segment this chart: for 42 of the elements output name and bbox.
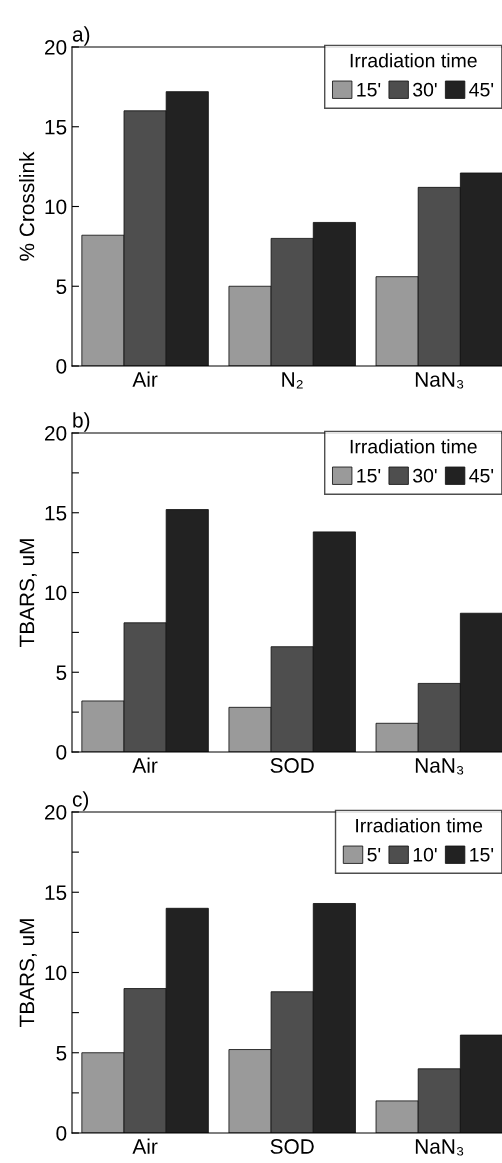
legend-label: 45' xyxy=(469,469,494,483)
chart-title: c) xyxy=(72,791,89,811)
legend-label: 30' xyxy=(413,468,437,483)
legend-label: 45' xyxy=(469,83,494,97)
x-tick-label: N₂ xyxy=(282,372,303,389)
x-tick-label: Air xyxy=(132,371,158,387)
y-axis-title: TBARS, uM xyxy=(19,539,37,648)
legend-label: 10' xyxy=(413,847,437,862)
x-tick-label: Air xyxy=(132,757,158,773)
legend-title: Irradiation time xyxy=(350,439,477,454)
y-tick-label: 10 xyxy=(45,965,67,981)
x-tick-label: NaN₃ xyxy=(415,1139,464,1156)
y-tick-label: 15 xyxy=(45,119,67,135)
y-tick-label: 5 xyxy=(56,1045,67,1061)
y-tick-label: 10 xyxy=(45,585,67,601)
chart-title: a) xyxy=(72,26,90,46)
legend-label: 5' xyxy=(367,848,381,862)
y-tick-label: 0 xyxy=(56,745,67,760)
x-tick-label: NaN₃ xyxy=(415,372,464,389)
y-tick-label: 15 xyxy=(45,505,67,521)
legend-title: Irradiation time xyxy=(350,53,477,68)
legend-label: 30' xyxy=(413,82,437,97)
x-tick-label: NaN₃ xyxy=(415,758,464,775)
y-tick-label: 0 xyxy=(56,359,67,374)
legend-label: 15' xyxy=(470,848,494,862)
y-axis-title: TBARS, uM xyxy=(19,919,37,1028)
y-tick-label: 5 xyxy=(56,665,67,680)
y-tick-label: 20 xyxy=(45,426,67,441)
legend-title: Irradiation time xyxy=(356,818,483,833)
x-tick-label: Air xyxy=(132,1138,158,1154)
y-axis-title: % Crosslink xyxy=(18,151,35,261)
x-tick-label: SOD xyxy=(270,758,314,773)
y-tick-label: 20 xyxy=(45,40,67,55)
y-tick-label: 10 xyxy=(45,199,67,215)
x-tick-label: SOD xyxy=(270,1139,314,1154)
legend-label: 15' xyxy=(357,83,381,97)
y-tick-label: 0 xyxy=(56,1126,67,1141)
y-tick-label: 5 xyxy=(56,279,67,294)
chart-title: b) xyxy=(73,412,90,432)
y-tick-label: 15 xyxy=(45,885,67,900)
legend-label: 15' xyxy=(357,469,381,483)
y-tick-label: 20 xyxy=(45,805,67,820)
